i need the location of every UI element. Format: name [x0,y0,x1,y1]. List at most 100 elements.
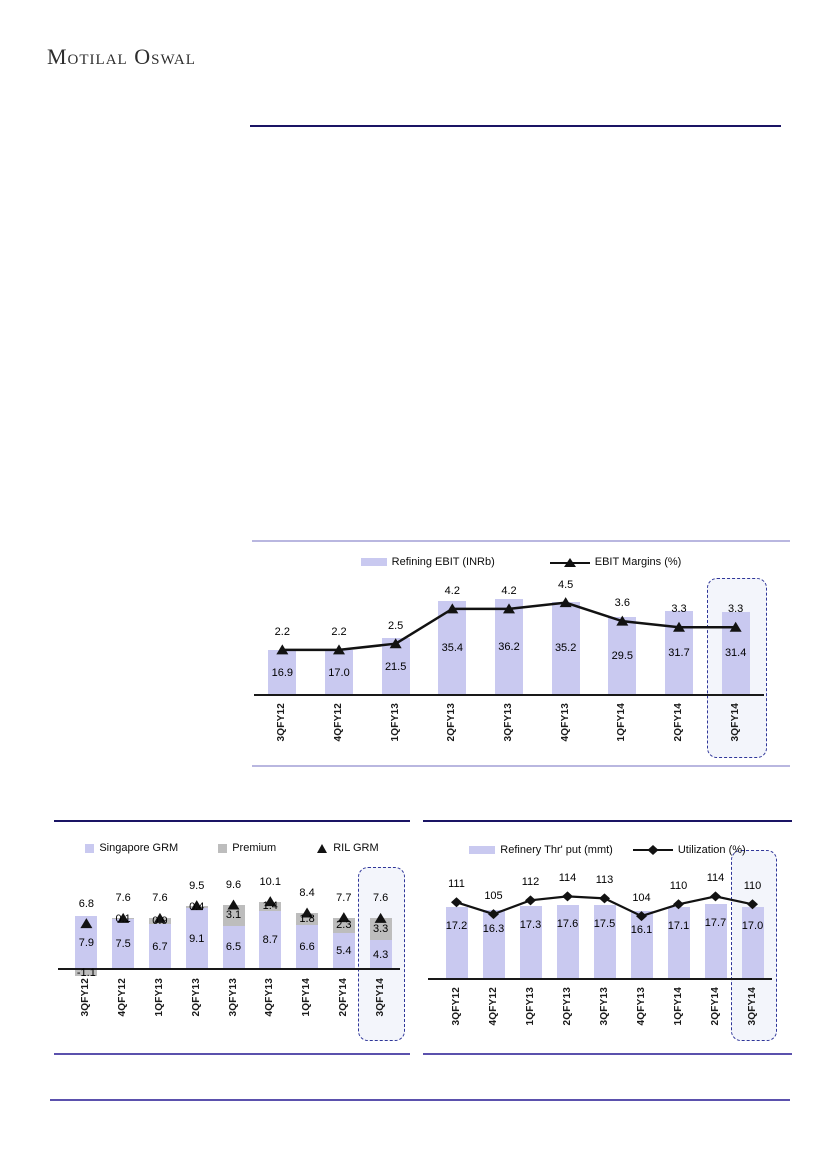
bar-segment [556,904,579,979]
header-rule [250,125,781,127]
triangle-marker-icon [616,615,629,626]
line-value-label: 110 [743,880,762,893]
bar-segment-premium [296,913,319,925]
x-axis-label: 1QFY13 [153,978,165,1017]
line-value-label: 4.5 [558,578,574,591]
bar-segment [325,650,353,695]
bar-segment [75,916,98,969]
legend-grm: Singapore GRM Premium RIL GRM [54,842,410,854]
bar-segment-premium [369,918,392,941]
x-axis-label: 1QFY13 [524,987,536,1026]
line-value-label: 4.2 [501,584,517,597]
line-value-label: 2.5 [388,619,404,632]
triangle-marker-icon [153,912,166,923]
line-value-label: 7.6 [115,892,131,905]
bar-segment [185,908,208,969]
trend-line [276,597,742,655]
line-value-label: 9.5 [189,879,205,892]
bar-swatch-icon [469,846,496,854]
bar-segment [332,933,355,969]
x-axis-label: 3QFY12 [450,987,462,1026]
trend-line [451,891,758,922]
bar-value-label: 8.7 [262,934,278,946]
bar-segment [259,911,282,969]
bar-segment-premium [222,905,245,926]
bar-value-label: 4.3 [372,948,389,961]
diamond-marker-icon [747,899,758,910]
x-axis-label: 3QFY14 [374,978,386,1017]
diamond-marker-icon [488,909,499,920]
bar-segment [704,904,727,979]
diamond-marker-icon [710,891,721,902]
bar-segment [608,616,637,695]
triangle-marker-icon [389,638,402,649]
legend-label: EBIT Margins (%) [594,556,682,568]
bar-value-label: 9.1 [189,932,205,945]
chart-panel-grm: Singapore GRM Premium RIL GRM 7.9 -1.1 7.5… [54,820,410,1055]
x-axis-label: 3QFY13 [227,978,239,1017]
line-value-label: 10.1 [259,875,281,888]
x-axis-line [428,978,772,980]
highlight-box [358,867,406,1041]
bar-value-label: 17.2 [445,919,468,932]
line-value-label: 3.3 [728,603,744,616]
bar-value-label: 6.5 [225,941,242,954]
bar-swatch-icon [360,558,387,566]
bar-value-label: -1.1 [76,966,96,979]
x-axis-label: 1QFY14 [616,703,628,742]
bar-segment [222,925,245,969]
x-axis-label: 2QFY14 [673,703,684,742]
bar-segment [296,925,319,969]
triangle-marker-icon [80,918,93,929]
triangle-marker-icon [276,644,289,655]
triangle-marker-icon [317,843,328,853]
line-value-label: 114 [558,872,577,885]
legend-label: Utilization (%) [677,844,746,856]
bar-value-label: 3.3 [372,923,389,936]
legend-label: Premium [232,842,277,854]
triangle-marker-icon [673,621,685,632]
bar-value-label: 5.4 [336,945,352,957]
bar-swatch-icon [85,843,95,853]
line-value-label: 113 [595,874,614,887]
chart-panel-refining-ebit: Refining EBIT (INRb) EBIT Margins (%) 16… [252,540,790,767]
x-axis-label: 2QFY14 [337,978,349,1017]
legend-item-ril-grm: RIL GRM [316,842,379,854]
bar-value-label: 35.4 [441,642,464,655]
bar-segment [741,907,764,979]
bar-value-label: 1.4 [262,900,278,913]
line-value-label: 4.2 [444,584,460,597]
triangle-marker-icon [446,603,459,614]
legend-item-premium: Premium [218,842,276,854]
bar-value-label: 17.5 [593,918,616,931]
bar-value-label: 31.4 [724,647,747,660]
x-axis-label: 3QFY12 [276,703,288,742]
bar-value-label: 17.0 [741,920,764,933]
bar-value-label: 16.1 [630,924,653,937]
brand-logo: Motilal Oswal [47,44,196,69]
triangle-marker-icon [337,912,350,923]
triangle-marker-icon [190,900,203,911]
bar-segment [482,910,505,979]
legend-label: Refining EBIT (INRb) [391,556,495,568]
triangle-marker-icon [503,603,515,614]
bar-value-label: 1.8 [299,913,315,925]
x-axis-label: 2QFY13 [561,987,573,1026]
line-value-label: 110 [669,880,688,893]
bar-segment-premium [259,901,282,911]
triangle-marker-icon [729,621,742,632]
x-axis-label: 1QFY14 [672,987,684,1026]
x-axis-label: 1QFY14 [301,978,313,1017]
line-value-label: 112 [521,876,540,889]
bar-segment [667,906,690,979]
line-value-label: 6.8 [78,897,95,910]
legend-refinery: Refinery Thr' put (mmt) Utilization (%) [423,844,792,856]
legend-item-singapore-grm: Singapore GRM [85,842,178,854]
legend-item-refinery-throughput: Refinery Thr' put (mmt) [469,844,613,856]
diamond-marker-icon [525,895,536,906]
triangle-marker-icon [117,912,130,923]
diamond-marker-icon [636,911,647,922]
legend-label: Refinery Thr' put (mmt) [500,844,613,856]
x-axis-label: 4QFY13 [559,703,571,742]
x-axis-line [58,968,400,970]
